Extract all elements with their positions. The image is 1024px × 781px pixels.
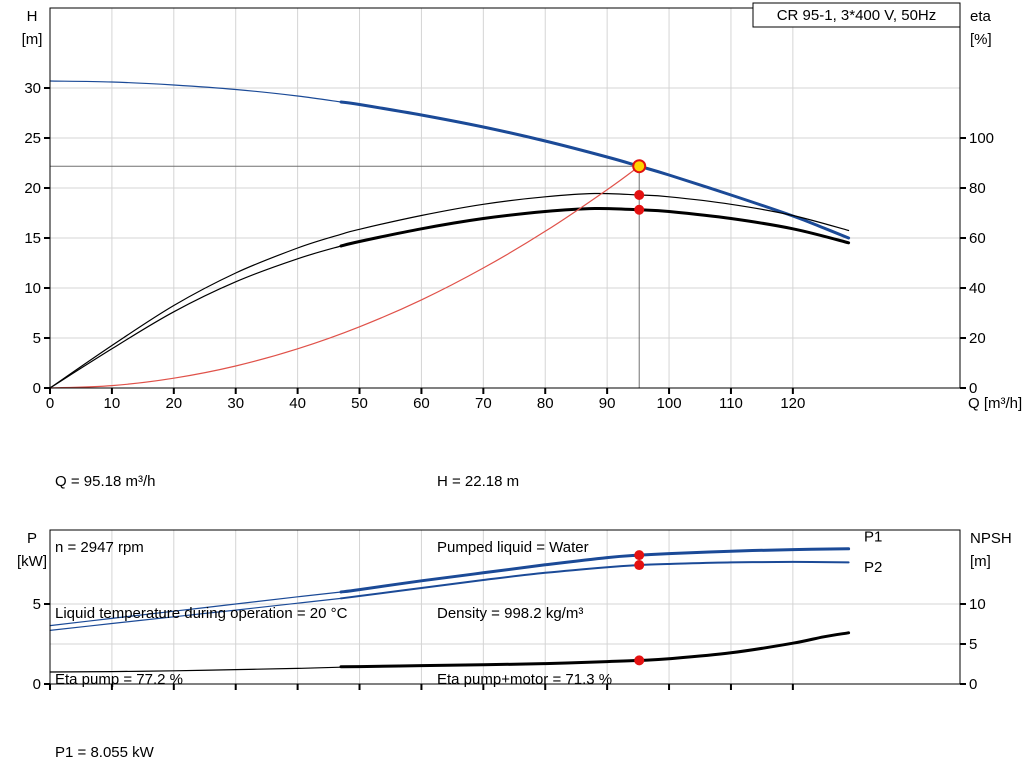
duty-density-line: Density = 998.2 kg/m³ — [437, 605, 584, 622]
eta-pump-motor-marker — [634, 204, 645, 215]
duty-liquid-temp-line: Liquid temperature during operation = 20… — [55, 605, 348, 622]
left-tick-label: 10 — [24, 280, 41, 297]
p2-marker — [634, 560, 645, 571]
right-axis-label: [m] — [970, 553, 991, 570]
x-tick-label: 10 — [104, 395, 121, 412]
x-tick-label: 80 — [537, 395, 554, 412]
qh-eta-chart: 0 10 20 30 40 50 60 70 80 90 100 110 120 0 5 10 15 20 25 30… — [22, 2, 1022, 412]
x-tick-label: 100 — [657, 395, 682, 412]
npsh-marker — [634, 655, 645, 666]
x-tick-label: 70 — [475, 395, 492, 412]
curve-label-p1: P1 — [864, 529, 882, 546]
left-tick-label: 25 — [24, 130, 41, 147]
duty-pumped-liquid-line: Pumped liquid = Water — [437, 539, 589, 556]
duty-eta-pump-motor-line: Eta pump+motor = 71.3 % — [437, 671, 613, 688]
p2-curve-thick — [340, 560, 850, 600]
left-tick-label: 20 — [24, 180, 41, 197]
left-axis-label: [m] — [22, 31, 43, 48]
right-axis-label: eta — [970, 8, 992, 25]
x-tick-label: 40 — [289, 395, 306, 412]
right-tick-label: 60 — [969, 230, 986, 247]
duty-info-left-column: Q = 95.18 m³/h n = 2947 rpm Liquid tempe… — [55, 427, 347, 735]
left-axis-label: H — [27, 8, 38, 25]
eta-pump-motor-thick — [339, 206, 851, 248]
duty-info-right-column: H = 22.18 m Pumped liquid = Water Densit… — [437, 427, 612, 735]
h-curve-thin — [49, 80, 342, 103]
p1-marker — [634, 550, 645, 561]
right-axis-label: NPSH — [970, 530, 1012, 547]
right-tick-label: 20 — [969, 330, 986, 347]
x-tick-label: 50 — [351, 395, 368, 412]
p1-curve-thick — [339, 547, 851, 594]
right-tick-label: 80 — [969, 180, 986, 197]
p1-curve-thin — [49, 591, 342, 627]
x-tick-label: 90 — [599, 395, 616, 412]
left-axis-label: P — [27, 530, 37, 547]
curve-label-p2: P2 — [864, 559, 882, 576]
right-tick-label: 10 — [969, 596, 986, 613]
power-info-block: P1 = 8.055 kW P2 = 7.434 kW NPSH = 2.95 … — [55, 698, 160, 781]
x-tick-label: 0 — [46, 395, 54, 412]
left-tick-label: 30 — [24, 80, 41, 97]
eta-pump-marker — [634, 190, 645, 200]
right-tick-label: 40 — [969, 280, 986, 297]
duty-head-line: H = 22.18 m — [437, 473, 520, 490]
right-tick-label: 5 — [969, 636, 977, 653]
right-tick-label: 100 — [969, 130, 994, 147]
power-npsh-chart: 0 5 0 5 10 P [kW] NPSH [m] P1 P2 — [17, 529, 1012, 693]
left-tick-label: 0 — [33, 380, 41, 397]
x-axis-label: Q [m³/h] — [968, 395, 1022, 412]
x-tick-label: 120 — [780, 395, 805, 412]
right-tick-label: 0 — [969, 676, 977, 693]
duty-speed-line: n = 2947 rpm — [55, 539, 144, 556]
h-curve-thick — [339, 100, 851, 240]
pump-title-text: CR 95-1, 3*400 V, 50Hz — [777, 7, 937, 24]
right-axis-label: [%] — [970, 31, 992, 48]
system-curve — [49, 165, 640, 389]
x-tick-label: 110 — [719, 395, 743, 412]
duty-q-line: Q = 95.18 m³/h — [55, 473, 156, 490]
duty-point-marker — [632, 159, 647, 174]
left-tick-label: 5 — [33, 330, 41, 347]
p1-value-line: P1 = 8.055 kW — [55, 744, 154, 761]
npsh-curve-thick — [339, 631, 851, 669]
x-tick-label: 30 — [227, 395, 244, 412]
npsh-curve-thin — [49, 666, 342, 673]
right-tick-label: 0 — [969, 380, 977, 397]
left-tick-label: 15 — [24, 230, 41, 247]
plot-frame — [49, 7, 961, 389]
plot-frame — [49, 529, 961, 685]
eta-pump-motor-thin — [49, 245, 342, 389]
left-axis-label: [kW] — [17, 553, 47, 570]
x-tick-label: 20 — [165, 395, 182, 412]
duty-eta-pump-line: Eta pump = 77.2 % — [55, 671, 183, 688]
left-tick-label: 0 — [33, 676, 41, 693]
p2-curve-thin — [49, 597, 342, 631]
pump-title-box — [752, 2, 961, 28]
eta-pump-curve — [49, 192, 850, 389]
left-tick-label: 5 — [33, 596, 41, 613]
x-tick-label: 60 — [413, 395, 430, 412]
